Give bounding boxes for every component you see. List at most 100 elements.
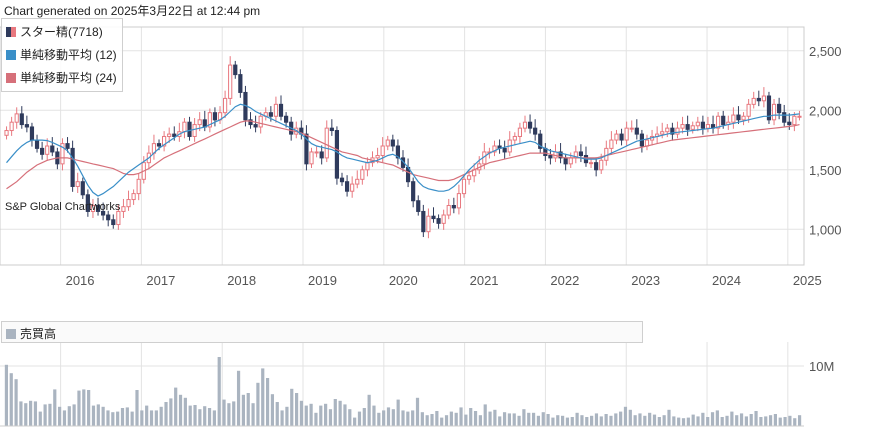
candle-body bbox=[538, 133, 543, 149]
candle bbox=[40, 141, 45, 160]
volume-bar bbox=[29, 400, 33, 426]
volume-bar bbox=[203, 406, 207, 426]
candle-body bbox=[304, 133, 309, 165]
candle bbox=[456, 184, 462, 215]
candle-body bbox=[594, 162, 599, 171]
volume-bar bbox=[362, 408, 366, 426]
legend-item-price[interactable]: スター精(7718) bbox=[6, 23, 103, 40]
chart-generated-text: Chart generated on 2025年3月22日 at 12:44 p… bbox=[4, 4, 261, 18]
candle bbox=[461, 175, 467, 198]
volume-bar bbox=[575, 412, 579, 426]
volume-bar bbox=[454, 412, 458, 426]
candle bbox=[50, 137, 55, 157]
candle bbox=[426, 208, 431, 239]
candle-body bbox=[350, 183, 355, 192]
volume-bar bbox=[304, 405, 308, 426]
candle-body bbox=[375, 155, 380, 159]
candle bbox=[639, 129, 644, 153]
volume-bar bbox=[207, 408, 212, 426]
candle-body bbox=[680, 124, 685, 129]
candle bbox=[416, 195, 421, 216]
candle bbox=[675, 121, 680, 139]
candle bbox=[14, 107, 19, 129]
candle bbox=[756, 90, 761, 107]
candle-body bbox=[223, 97, 228, 114]
volume-bar bbox=[314, 412, 318, 426]
candle-body bbox=[787, 121, 792, 126]
volume-bar bbox=[701, 412, 705, 426]
sma-24-line bbox=[6, 120, 800, 190]
candle-body bbox=[60, 143, 65, 165]
candle bbox=[421, 204, 426, 238]
candle-swatch-icon bbox=[6, 27, 16, 37]
volume-bar bbox=[295, 393, 299, 426]
candle-body bbox=[80, 181, 85, 196]
volume-bar bbox=[33, 401, 38, 426]
volume-bar bbox=[546, 414, 550, 426]
candle bbox=[553, 144, 558, 163]
volume-bar bbox=[246, 393, 250, 426]
volume-bar bbox=[256, 382, 260, 426]
candle-body bbox=[731, 114, 736, 123]
volume-bar bbox=[619, 411, 623, 426]
candle-body bbox=[355, 178, 360, 185]
candle bbox=[344, 175, 350, 197]
candle-body bbox=[70, 147, 75, 187]
legend-item-sma24[interactable]: 単純移動平均 (24) bbox=[6, 69, 117, 86]
candle bbox=[324, 120, 329, 163]
candle-body bbox=[619, 133, 624, 141]
candle bbox=[167, 127, 172, 144]
candle-body bbox=[533, 127, 538, 135]
candle-body bbox=[14, 113, 19, 123]
candle bbox=[45, 138, 50, 161]
candle-body bbox=[136, 178, 141, 195]
volume-bar bbox=[473, 411, 478, 426]
legend-label-sma12: 単純移動平均 (12) bbox=[20, 48, 117, 62]
volume-bar bbox=[783, 417, 787, 426]
candle-body bbox=[85, 194, 90, 212]
candle bbox=[517, 122, 523, 144]
volume-bar bbox=[319, 405, 323, 426]
candle bbox=[710, 115, 716, 134]
volume-bar bbox=[188, 405, 192, 426]
volume-bar bbox=[145, 405, 149, 426]
candle bbox=[436, 214, 441, 229]
volume-bar bbox=[604, 414, 608, 426]
candle-body bbox=[421, 210, 426, 233]
legend-item-volume[interactable]: 売買高 bbox=[6, 325, 56, 342]
volume-bar bbox=[797, 415, 802, 426]
volume-bar bbox=[24, 403, 28, 426]
candle bbox=[619, 128, 624, 146]
candle-body bbox=[690, 125, 695, 130]
candle-body bbox=[121, 206, 126, 212]
legend-item-sma12[interactable]: 単純移動平均 (12) bbox=[6, 46, 117, 63]
candle-body bbox=[34, 139, 40, 149]
candle-body bbox=[334, 130, 340, 179]
volume-bar bbox=[169, 398, 173, 426]
volume-bar bbox=[768, 415, 773, 426]
volume-bar bbox=[662, 415, 666, 426]
volume-bar bbox=[106, 410, 110, 426]
volume-bar bbox=[599, 416, 603, 426]
candle bbox=[80, 177, 85, 199]
candle-body bbox=[741, 115, 746, 121]
volume-bar bbox=[324, 403, 328, 426]
candle bbox=[787, 113, 792, 130]
candle-body bbox=[278, 103, 284, 117]
volume-bar bbox=[715, 410, 719, 426]
candle bbox=[101, 202, 106, 221]
candle-body bbox=[339, 177, 345, 183]
volume-bar bbox=[749, 414, 753, 426]
candle bbox=[217, 106, 223, 124]
volume-bar bbox=[430, 414, 434, 426]
volume-bar bbox=[333, 399, 337, 426]
candle bbox=[507, 131, 512, 157]
volume-bar bbox=[53, 389, 57, 426]
volume-bar bbox=[440, 417, 444, 426]
candle bbox=[111, 214, 116, 229]
volume-bar bbox=[652, 414, 657, 426]
volume-bar bbox=[493, 409, 497, 426]
candle-body bbox=[517, 127, 523, 137]
volume-bar bbox=[415, 397, 420, 426]
